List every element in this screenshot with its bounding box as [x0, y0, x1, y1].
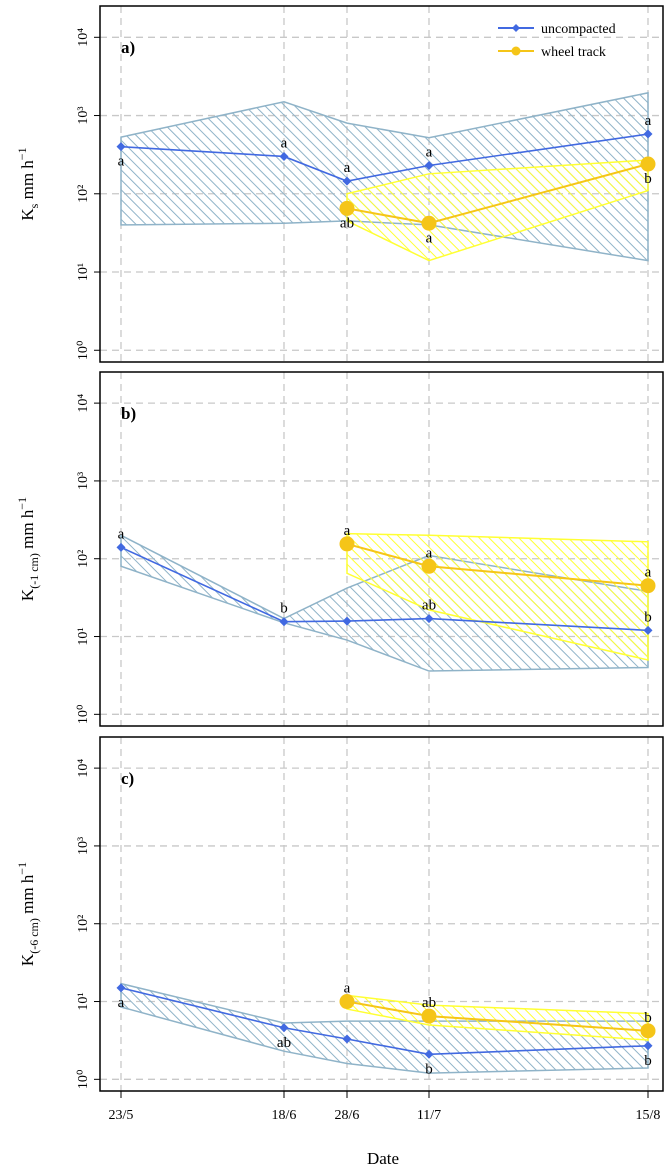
y-axis-label: K(-6 cm) mm h−1 — [15, 862, 41, 966]
legend: uncompacted wheel track — [498, 22, 616, 60]
significance-letter: ab — [422, 598, 436, 614]
y-tick-label: 10⁴ — [76, 394, 91, 413]
significance-letter: a — [426, 230, 433, 246]
y-tick-label: 10³ — [76, 106, 91, 124]
y-tick-label: 10² — [76, 915, 91, 933]
significance-letter: a — [118, 526, 125, 542]
significance-letter: a — [645, 113, 652, 129]
point-uncompacted — [116, 983, 126, 993]
panel-label: a) — [121, 38, 135, 57]
significance-letter: a — [426, 545, 433, 561]
x-tick-label: 11/7 — [417, 1108, 441, 1123]
point-uncompacted — [424, 1049, 434, 1059]
point-uncompacted — [279, 151, 289, 161]
legend-label: uncompacted — [541, 22, 616, 37]
significance-letter: b — [280, 601, 288, 617]
point-uncompacted — [342, 176, 352, 186]
significance-letter: a — [344, 160, 351, 176]
significance-letter: b — [644, 171, 652, 187]
panel-label: b) — [121, 404, 136, 423]
point-uncompacted — [116, 542, 126, 552]
legend-marker — [512, 24, 520, 32]
y-tick-label: 10⁰ — [76, 340, 91, 360]
point-wheel-track — [339, 536, 355, 552]
significance-letter: b — [644, 1010, 652, 1026]
band-wheel-track — [346, 994, 649, 1041]
y-tick-label: 10¹ — [76, 992, 91, 1010]
significance-letter: a — [344, 523, 351, 539]
point-uncompacted — [643, 129, 653, 139]
y-tick-label: 10⁰ — [76, 1069, 91, 1089]
significance-letter: a — [344, 981, 351, 997]
significance-letter: b — [644, 1053, 652, 1069]
point-wheel-track — [640, 578, 656, 594]
plot-frame — [99, 5, 664, 363]
point-uncompacted — [279, 617, 289, 627]
significance-letter: a — [645, 565, 652, 581]
significance-letter: a — [118, 995, 125, 1011]
point-uncompacted — [342, 616, 352, 626]
significance-letter: b — [644, 609, 652, 625]
y-tick-label: 10² — [76, 550, 91, 568]
x-axis: 23/5 18/6 28/6 11/7 15/8 — [109, 1091, 661, 1123]
significance-letter: a — [281, 135, 288, 151]
plot-frame — [99, 371, 664, 727]
point-wheel-track — [421, 558, 437, 574]
x-tick-label: 28/6 — [335, 1108, 360, 1123]
point-wheel-track — [640, 156, 656, 172]
y-axis-label: Ks mm h−1 — [15, 147, 41, 220]
point-uncompacted — [424, 160, 434, 170]
point-wheel-track — [640, 1023, 656, 1039]
significance-letter: b — [425, 1061, 433, 1077]
y-tick-label: 10¹ — [76, 627, 91, 645]
y-tick-label: 10¹ — [76, 263, 91, 281]
y-tick-label: 10⁰ — [76, 704, 91, 724]
y-tick-label: 10⁴ — [76, 759, 91, 778]
x-tick-label: 18/6 — [272, 1108, 297, 1123]
point-wheel-track — [421, 215, 437, 231]
point-wheel-track — [339, 994, 355, 1010]
x-tick-label: 23/5 — [109, 1108, 134, 1123]
x-tick-label: 15/8 — [636, 1108, 661, 1123]
point-uncompacted — [643, 625, 653, 635]
plot-frame — [99, 736, 664, 1092]
panel-label: c) — [121, 769, 134, 788]
y-tick-label: 10⁴ — [76, 28, 91, 47]
x-axis-label: Date — [367, 1149, 399, 1168]
point-uncompacted — [279, 1023, 289, 1033]
y-tick-label: 10² — [76, 185, 91, 203]
point-uncompacted — [643, 1041, 653, 1051]
significance-letter: a — [118, 154, 125, 170]
significance-letter: ab — [340, 215, 354, 231]
significance-letter: ab — [277, 1035, 291, 1051]
significance-letter: a — [426, 144, 433, 160]
significance-letter: ab — [422, 995, 436, 1011]
point-uncompacted — [342, 1034, 352, 1044]
legend-label: wheel track — [541, 45, 606, 60]
band-uncompacted — [120, 534, 649, 672]
y-tick-label: 10³ — [76, 472, 91, 490]
point-uncompacted — [424, 614, 434, 624]
point-wheel-track — [339, 200, 355, 216]
y-axis-label: K(-1 cm) mm h−1 — [15, 497, 41, 601]
y-tick-label: 10³ — [76, 837, 91, 855]
legend-marker — [511, 46, 521, 56]
point-wheel-track — [421, 1008, 437, 1024]
panel-c: a ab b b a ab b 10⁰ 10¹ 10² 10³ 10⁴ c) K(-6 cm) mm h−… — [15, 736, 664, 1092]
point-uncompacted — [116, 142, 126, 152]
